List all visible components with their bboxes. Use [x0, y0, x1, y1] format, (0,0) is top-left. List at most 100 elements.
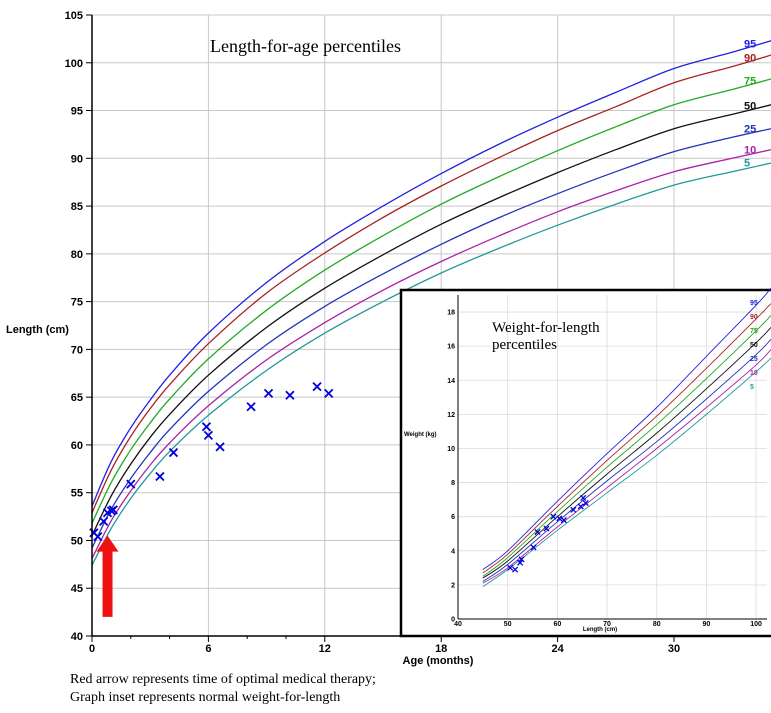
main-point-stroke	[263, 388, 274, 398]
main-percentile-curve	[91, 40, 771, 507]
inset-point-stroke	[534, 528, 541, 536]
inset-point-stroke	[556, 515, 563, 522]
inset-point-stroke	[543, 525, 550, 532]
inset-data-point	[560, 517, 567, 524]
main-data-point	[168, 447, 179, 458]
main-x-axis-label: Age (months)	[403, 655, 474, 667]
main-point-stroke	[168, 447, 179, 458]
inset-data-point	[582, 499, 589, 507]
main-percentile-curve	[91, 54, 771, 514]
inset-point-stroke	[570, 506, 577, 513]
inset-point-stroke	[577, 503, 584, 510]
main-percentile-label: 10	[744, 144, 756, 156]
inset-percentile-label: 50	[750, 342, 758, 349]
inset-percentile-label: 95	[750, 300, 758, 307]
main-x-tick-labels: 0 6 12 18 24 30	[89, 643, 680, 655]
main-percentile-curve	[91, 78, 771, 524]
main-data-point	[312, 382, 322, 392]
main-point-stroke	[246, 402, 256, 412]
inset-y-tick-label: 4	[451, 548, 455, 555]
main-y-tick-label: 40	[71, 631, 83, 643]
main-x-tick-label: 0	[89, 643, 95, 655]
inset-data-point	[580, 494, 587, 501]
main-y-tick-label: 90	[71, 153, 83, 165]
inset-percentile-curve	[482, 338, 771, 582]
inset-data-point	[512, 566, 519, 573]
main-percentile-curve	[91, 128, 771, 549]
red-arrow-head	[96, 535, 119, 552]
main-data-point	[126, 479, 136, 489]
main-y-tick-label: 50	[71, 535, 83, 547]
main-x-tick-label: 6	[205, 643, 211, 655]
inset-percentile-labels: 95 90 75 50 25 10 5	[750, 300, 758, 391]
main-percentile-label: 90	[744, 53, 756, 65]
main-x-tick-label: 12	[319, 643, 331, 655]
inset-data-point	[570, 506, 577, 513]
inset-y-tick-label: 14	[447, 378, 455, 385]
main-percentile-label: 50	[744, 100, 756, 112]
inset-y-tick-label: 8	[451, 480, 455, 487]
inset-x-tick-labels: 40 50 60 70 80 90 100	[454, 621, 762, 628]
main-y-tick-label: 85	[71, 201, 83, 213]
main-point-stroke	[324, 388, 334, 398]
inset-point-stroke	[517, 559, 524, 566]
main-y-tick-label: 70	[71, 344, 83, 356]
main-data-point	[215, 442, 225, 452]
main-chart-title: Length-for-age percentiles	[210, 36, 401, 56]
inset-y-axis-label: Weight (kg)	[404, 432, 437, 438]
inset-x-tick-label: 40	[454, 621, 462, 628]
inset-y-tick-label: 16	[447, 344, 455, 351]
inset-x-tick-label: 100	[750, 621, 762, 628]
main-data-point	[263, 388, 274, 398]
inset-y-tick-label: 6	[451, 514, 455, 521]
inset-axes	[457, 295, 767, 620]
main-point-stroke	[93, 532, 103, 542]
inset-data-point	[518, 556, 525, 563]
inset-data-point	[534, 528, 541, 536]
inset-data-point	[550, 513, 557, 520]
inset-patient-points	[507, 494, 589, 573]
inset-x-tick-label: 50	[504, 621, 512, 628]
inset-point-stroke	[560, 517, 567, 524]
main-x-tick-label: 24	[551, 643, 564, 655]
inset-y-tick-label: 0	[451, 617, 455, 624]
inset-data-point	[577, 503, 584, 510]
main-percentile-label: 95	[744, 38, 756, 50]
inset-y-tick-labels: 0 2 4 6 8 10 12 14 16 18	[447, 310, 455, 624]
inset-y-tick-label: 10	[447, 446, 455, 453]
main-data-point	[285, 390, 295, 400]
caption-line-1: Red arrow represents time of optimal med…	[70, 672, 376, 687]
inset-x-tick-label: 60	[553, 621, 561, 628]
inset-data-point	[556, 515, 563, 522]
inset-point-stroke	[550, 513, 557, 520]
inset-frame	[399, 288, 771, 638]
inset-percentile-label: 10	[750, 370, 758, 377]
main-percentile-curve	[91, 104, 771, 536]
main-y-tick-labels: 40 45 50 55 60 65 70 75 80 85 90 95 100 105	[65, 10, 83, 643]
inset-y-tick-label: 18	[447, 310, 455, 317]
main-percentile-curve	[91, 162, 771, 566]
inset-data-point	[543, 525, 550, 532]
main-y-tick-label: 80	[71, 249, 83, 261]
inset-x-tick-label: 80	[653, 621, 661, 628]
main-data-point	[203, 430, 214, 441]
inset-x-tick-label: 90	[703, 621, 711, 628]
inset-data-point	[517, 559, 524, 566]
inset-percentile-label: 25	[750, 356, 758, 363]
main-y-axis-label: Length (cm)	[6, 324, 69, 336]
main-x-tick-label: 18	[435, 643, 447, 655]
red-arrow-marker	[96, 535, 119, 617]
main-y-tick-label: 60	[71, 440, 83, 452]
inset-point-stroke	[512, 566, 519, 573]
inset-percentile-curve	[482, 327, 771, 579]
main-point-stroke	[201, 422, 212, 432]
caption-line-2: Graph inset represents normal weight-for…	[70, 690, 341, 705]
main-percentile-curve	[91, 149, 771, 559]
inset-point-stroke	[530, 544, 537, 551]
main-point-stroke	[215, 442, 225, 452]
main-point-stroke	[126, 479, 136, 489]
main-y-tick-label: 45	[71, 583, 83, 595]
main-data-point	[93, 532, 103, 542]
